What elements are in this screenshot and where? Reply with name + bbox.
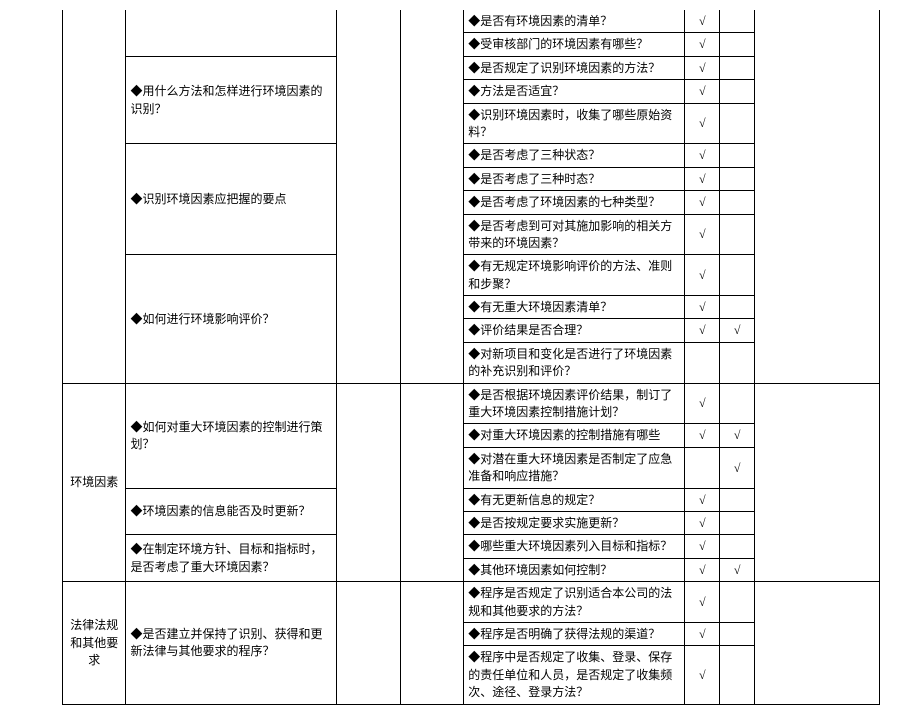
mark-1: √ xyxy=(685,56,720,79)
mark-1: √ xyxy=(685,191,720,214)
mark-2 xyxy=(720,255,755,296)
mark-1 xyxy=(685,447,720,488)
item-text: ◆方法是否适宜？ xyxy=(464,80,685,103)
section-label: 法律法规和其他要求 xyxy=(63,582,126,704)
mark-2 xyxy=(720,191,755,214)
mark-1: √ xyxy=(685,255,720,296)
mark-1: √ xyxy=(685,582,720,623)
mark-1: √ xyxy=(685,144,720,167)
mark-2 xyxy=(720,646,755,704)
mark-2 xyxy=(720,622,755,645)
item-text: ◆是否考虑了三种状态？ xyxy=(464,144,685,167)
mark-1: √ xyxy=(685,622,720,645)
mark-1: √ xyxy=(685,296,720,319)
mark-2 xyxy=(720,56,755,79)
mark-2 xyxy=(720,511,755,534)
blank-col xyxy=(400,10,463,383)
question-label: ◆用什么方法和怎样进行环境因素的识别？ xyxy=(126,56,337,144)
remarks xyxy=(755,10,880,383)
blank-col xyxy=(337,383,400,582)
mark-1: √ xyxy=(685,214,720,255)
question-label: ◆在制定环境方针、目标和指标时，是否考虑了重大环境因素？ xyxy=(126,535,337,582)
audit-table: ◆是否有环境因素的清单？ √ ◆受审核部门的环境因素有哪些？ √ ◆用什么方法和… xyxy=(62,10,880,705)
question-label: ◆环境因素的信息能否及时更新？ xyxy=(126,488,337,535)
mark-1: √ xyxy=(685,488,720,511)
question-label: ◆如何对重大环境因素的控制进行策划？ xyxy=(126,383,337,488)
mark-1: √ xyxy=(685,319,720,342)
mark-1: √ xyxy=(685,103,720,144)
remarks xyxy=(755,582,880,704)
item-text: ◆哪些重大环境因素列入目标和指标？ xyxy=(464,535,685,558)
mark-1: √ xyxy=(685,33,720,56)
mark-1: √ xyxy=(685,167,720,190)
question-label: ◆是否建立并保持了识别、获得和更新法律与其他要求的程序？ xyxy=(126,582,337,704)
item-text: ◆是否考虑了三种时态？ xyxy=(464,167,685,190)
mark-1: √ xyxy=(685,558,720,581)
mark-2 xyxy=(720,535,755,558)
item-text: ◆对重大环境因素的控制措施有哪些 xyxy=(464,424,685,447)
mark-2: √ xyxy=(720,424,755,447)
mark-2 xyxy=(720,214,755,255)
item-text: ◆是否按规定要求实施更新？ xyxy=(464,511,685,534)
item-text: ◆受审核部门的环境因素有哪些？ xyxy=(464,33,685,56)
mark-1: √ xyxy=(685,383,720,424)
item-text: ◆是否有环境因素的清单？ xyxy=(464,10,685,33)
item-text: ◆是否考虑了环境因素的七种类型？ xyxy=(464,191,685,214)
table-row: 环境因素 ◆如何对重大环境因素的控制进行策划？ ◆是否根据环境因素评价结果，制订… xyxy=(63,383,880,424)
mark-2 xyxy=(720,488,755,511)
section-label: 环境因素 xyxy=(63,383,126,582)
mark-2 xyxy=(720,383,755,424)
blank-col xyxy=(400,582,463,704)
item-text: ◆程序是否规定了识别适合本公司的法规和其他要求的方法？ xyxy=(464,582,685,623)
question-label: ◆识别环境因素应把握的要点 xyxy=(126,144,337,255)
mark-1: √ xyxy=(685,511,720,534)
mark-2 xyxy=(720,582,755,623)
item-text: ◆程序中是否规定了收集、登录、保存的责任单位和人员，是否规定了收集频次、途径、登… xyxy=(464,646,685,704)
item-text: ◆有无更新信息的规定？ xyxy=(464,488,685,511)
mark-2 xyxy=(720,103,755,144)
section-label xyxy=(63,10,126,383)
item-text: ◆是否考虑到可对其施加影响的相关方带来的环境因素？ xyxy=(464,214,685,255)
mark-2 xyxy=(720,80,755,103)
mark-1 xyxy=(685,342,720,383)
blank-col xyxy=(337,582,400,704)
mark-1: √ xyxy=(685,10,720,33)
mark-2 xyxy=(720,144,755,167)
mark-2 xyxy=(720,296,755,319)
remarks xyxy=(755,383,880,582)
mark-2 xyxy=(720,33,755,56)
item-text: ◆有无重大环境因素清单？ xyxy=(464,296,685,319)
item-text: ◆对潜在重大环境因素是否制定了应急准备和响应措施？ xyxy=(464,447,685,488)
question-label: ◆如何进行环境影响评价？ xyxy=(126,255,337,383)
table-row: 法律法规和其他要求 ◆是否建立并保持了识别、获得和更新法律与其他要求的程序？ ◆… xyxy=(63,582,880,623)
mark-1: √ xyxy=(685,535,720,558)
question-label xyxy=(126,10,337,56)
mark-2: √ xyxy=(720,447,755,488)
item-text: ◆对新项目和变化是否进行了环境因素的补充识别和评价？ xyxy=(464,342,685,383)
mark-2: √ xyxy=(720,558,755,581)
item-text: ◆其他环境因素如何控制？ xyxy=(464,558,685,581)
item-text: ◆评价结果是否合理？ xyxy=(464,319,685,342)
mark-2 xyxy=(720,342,755,383)
blank-col xyxy=(400,383,463,582)
mark-2: √ xyxy=(720,319,755,342)
item-text: ◆是否根据环境因素评价结果，制订了重大环境因素控制措施计划？ xyxy=(464,383,685,424)
blank-col xyxy=(337,10,400,383)
mark-2 xyxy=(720,167,755,190)
item-text: ◆是否规定了识别环境因素的方法？ xyxy=(464,56,685,79)
item-text: ◆识别环境因素时，收集了哪些原始资料？ xyxy=(464,103,685,144)
mark-2 xyxy=(720,10,755,33)
mark-1: √ xyxy=(685,424,720,447)
item-text: ◆程序是否明确了获得法规的渠道？ xyxy=(464,622,685,645)
mark-1: √ xyxy=(685,80,720,103)
item-text: ◆有无规定环境影响评价的方法、准则和步聚？ xyxy=(464,255,685,296)
table-row: ◆是否有环境因素的清单？ √ xyxy=(63,10,880,33)
mark-1: √ xyxy=(685,646,720,704)
